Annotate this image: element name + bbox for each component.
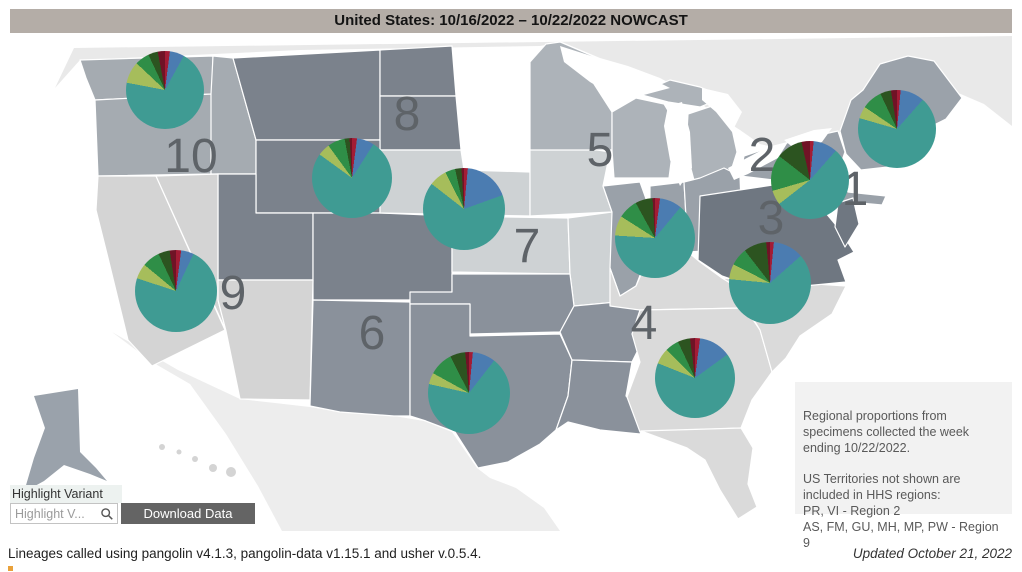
great-lakes: [560, 46, 832, 186]
region-7-pie[interactable]: [423, 168, 505, 250]
updated-date: Updated October 21, 2022: [852, 546, 1012, 561]
canada-landmass: [55, 36, 1012, 150]
highlight-variant-label: Highlight Variant: [10, 485, 122, 503]
region-9-label: 9: [219, 267, 247, 320]
info-box-line-2: US Territories not shown are included in…: [803, 472, 961, 502]
footer-note: Lineages called using pangolin v4.1.3, p…: [8, 546, 482, 561]
region-6-label: 6: [358, 307, 386, 360]
region-7-label: 7: [513, 220, 541, 273]
highlight-variant-search[interactable]: [10, 503, 118, 524]
mexico-landmass: [112, 332, 560, 531]
highlight-variant-input[interactable]: [11, 506, 100, 521]
info-box-line-3: PR, VI - Region 2: [803, 504, 901, 518]
region-9-pie[interactable]: [135, 250, 217, 332]
region-2-label: 2: [748, 129, 776, 182]
cutoff-marker: [8, 566, 13, 571]
region-5-label: 5: [586, 124, 614, 177]
download-data-button[interactable]: Download Data: [121, 503, 255, 524]
region-5-pie[interactable]: [615, 198, 695, 278]
region-10-pie[interactable]: [126, 51, 204, 129]
info-box: Regional proportions from specimens coll…: [795, 382, 1012, 550]
region-2-pie[interactable]: [771, 141, 849, 219]
hawaii-area[interactable]: [159, 444, 236, 477]
region-10-label: 10: [164, 130, 218, 183]
alaska-area[interactable]: [24, 389, 107, 492]
info-box-line-1: Regional proportions from specimens coll…: [803, 409, 970, 455]
title-bar: United States: 10/16/2022 – 10/22/2022 N…: [10, 9, 1012, 33]
search-icon[interactable]: [100, 507, 114, 521]
region-4-pie[interactable]: [655, 338, 735, 418]
region-1-pie[interactable]: [858, 90, 936, 168]
region-6-pie[interactable]: [428, 352, 510, 434]
region-3-pie[interactable]: [729, 242, 811, 324]
region-4-label: 4: [630, 297, 658, 350]
region-8-label: 8: [393, 88, 421, 141]
info-box-line-4: AS, FM, GU, MH, MP, PW - Region 9: [803, 520, 999, 550]
region-8-pie[interactable]: [312, 138, 392, 218]
